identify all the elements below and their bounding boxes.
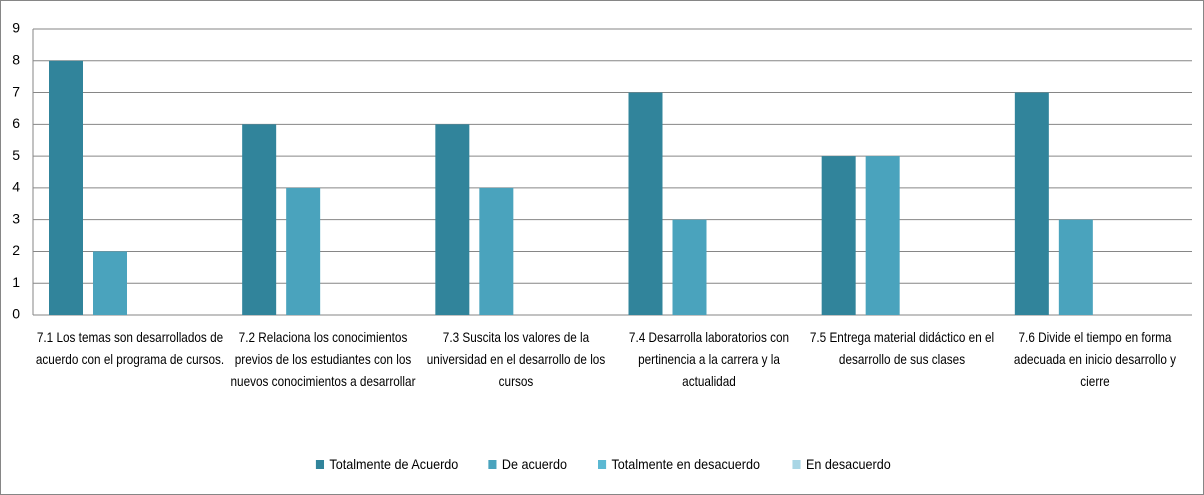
legend-item: De acuerdo: [488, 456, 567, 472]
x-tick-label: 7.1 Los temas son desarrollados de acuer…: [35, 329, 224, 367]
y-tick-label: 8: [12, 51, 20, 67]
bar: [479, 187, 514, 315]
y-tick-label: 1: [12, 274, 20, 290]
y-tick-label: 7: [12, 83, 20, 99]
legend-item: Totalmente de Acuerdo: [315, 456, 458, 472]
y-tick-label: 6: [12, 115, 20, 131]
y-tick-label: 3: [12, 210, 20, 226]
x-tick-label: 7.6 Divide el tiempo en forma adecuada e…: [1014, 329, 1177, 389]
legend-item: En desacuerdo: [792, 456, 891, 472]
legend: Totalmente de Acuerdo De acuerdo Totalment…: [0, 456, 1204, 472]
y-tick-label: 0: [12, 306, 20, 322]
bar: [242, 124, 277, 315]
bar: [286, 187, 321, 315]
bar: [49, 60, 83, 316]
y-tick-label: 9: [12, 20, 20, 36]
bar: [821, 156, 856, 315]
y-tick-label: 2: [12, 242, 20, 258]
legend-swatch: [315, 459, 324, 469]
bar: [672, 219, 707, 315]
bar: [865, 156, 900, 315]
x-tick-label: 7.4 Desarrolla laboratorios con pertinen…: [629, 329, 790, 389]
legend-swatch: [792, 459, 801, 469]
legend-label: En desacuerdo: [806, 456, 891, 472]
bar: [1014, 92, 1049, 315]
legend-label: Totalmente en desacuerdo: [611, 456, 761, 472]
x-tick-label: 7.2 Relaciona los conocimientos previos …: [230, 329, 416, 389]
y-tick-label: 5: [12, 147, 20, 163]
bar: [93, 251, 127, 315]
legend-swatch: [598, 459, 607, 469]
y-tick-label: 4: [12, 179, 20, 195]
x-tick-label: 7.5 Entrega material didáctico en el des…: [810, 329, 995, 367]
legend-swatch: [488, 459, 497, 469]
legend-label: De acuerdo: [501, 456, 567, 472]
legend-label: Totalmente de Acuerdo: [329, 456, 458, 472]
x-tick-label: 7.3 Suscita los valores de la universida…: [426, 329, 606, 389]
bar: [1058, 219, 1093, 315]
bar: [628, 92, 663, 315]
legend-item: Totalmente en desacuerdo: [598, 456, 760, 472]
bar: [435, 124, 470, 315]
